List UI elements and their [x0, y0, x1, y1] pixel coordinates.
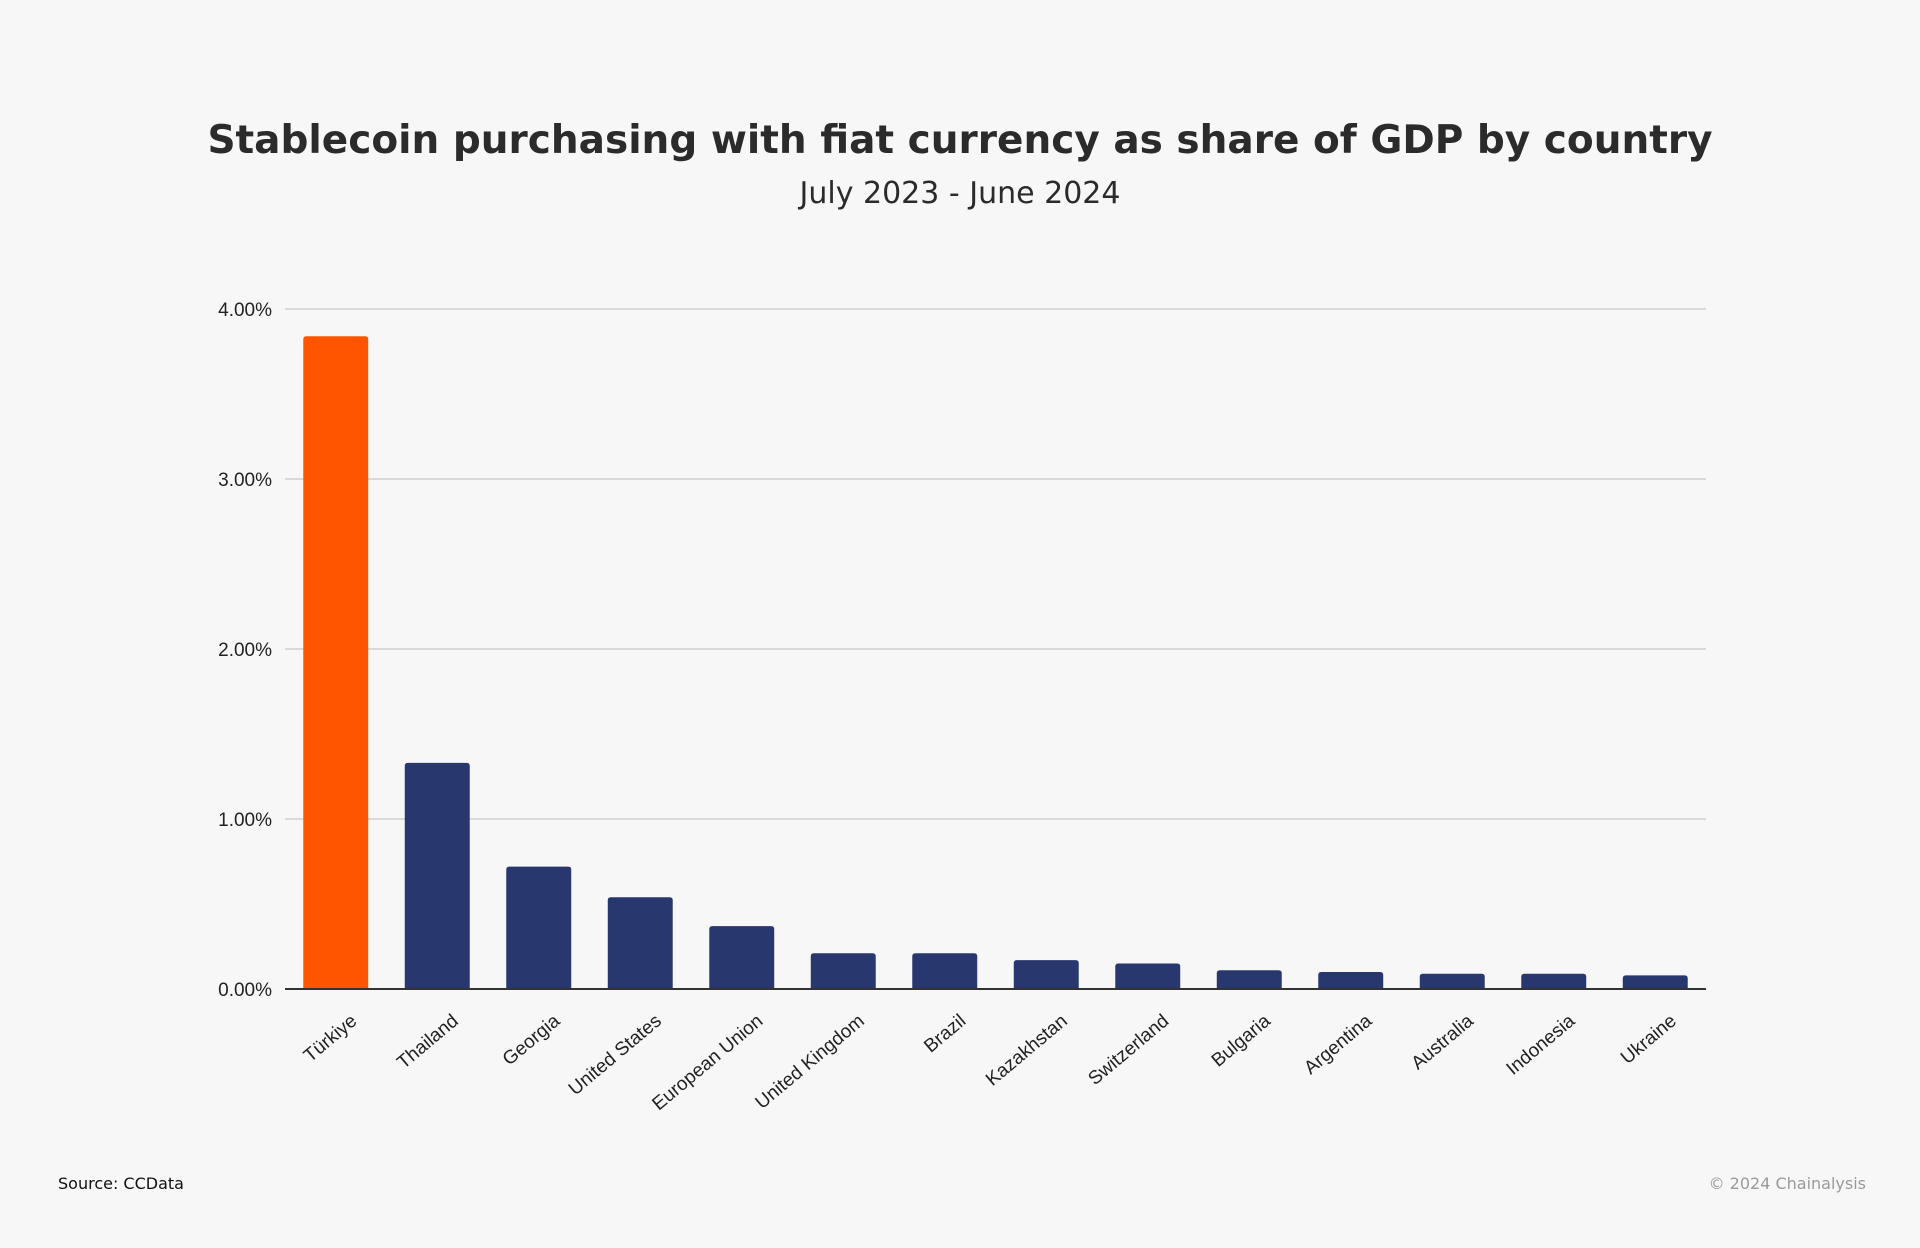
y-tick-label: 0.00%: [218, 980, 272, 1001]
bar-brazil: [912, 953, 978, 989]
y-tick-label: 2.00%: [218, 640, 272, 661]
bar-switzerland: [1115, 963, 1181, 989]
bar-united-kingdom: [810, 953, 876, 989]
bar-kazakhstan: [1013, 960, 1079, 989]
chart-subtitle: July 2023 - June 2024: [799, 176, 1121, 211]
x-tick-label: Indonesia: [1503, 1010, 1580, 1079]
source-note: Source: CCData: [58, 1174, 184, 1193]
x-axis-tick-labels: Türkiye Thailand Georgia United StatesEurop…: [300, 1010, 1681, 1115]
x-tick-label: Kazakhstan: [982, 1011, 1072, 1091]
y-tick-label: 3.00%: [218, 470, 272, 491]
x-tick-label: Ukraine: [1617, 1011, 1681, 1069]
chart-title: Stablecoin purchasing with fiat currency…: [207, 118, 1713, 163]
bar-argentina: [1318, 972, 1384, 989]
bar-australia: [1419, 973, 1485, 989]
x-tick-label: Türkiye: [300, 1011, 361, 1067]
bar-united-states: [607, 897, 673, 989]
y-axis-tick-labels: 0.00% 1.00% 2.00% 3.00% 4.00%: [218, 300, 272, 1001]
copyright-note: © 2024 Chainalysis: [1708, 1174, 1866, 1193]
x-tick-label: Georgia: [499, 1010, 565, 1070]
gridlines: [285, 308, 1706, 820]
bars: [303, 336, 1688, 989]
x-tick-label: Bulgaria: [1208, 1010, 1275, 1071]
x-tick-label: European Union: [648, 1011, 767, 1115]
bar-georgia: [506, 866, 572, 989]
bar-european-union: [709, 926, 775, 989]
bar-ukraine: [1622, 975, 1688, 989]
bar-bulgaria: [1216, 970, 1282, 989]
x-tick-label: Brazil: [920, 1011, 970, 1058]
bar-thailand: [404, 762, 470, 989]
x-tick-label: Australia: [1408, 1010, 1478, 1074]
x-tick-label: United Kingdom: [752, 1011, 869, 1114]
x-tick-label: Switzerland: [1084, 1011, 1173, 1090]
bar-indonesia: [1521, 973, 1587, 989]
y-tick-label: 1.00%: [218, 810, 272, 831]
x-tick-label: Thailand: [393, 1011, 462, 1074]
x-tick-label: Argentina: [1300, 1010, 1376, 1079]
y-tick-label: 4.00%: [218, 300, 272, 321]
bar-t-rkiye: [303, 336, 369, 989]
x-tick-label: United States: [565, 1011, 666, 1100]
